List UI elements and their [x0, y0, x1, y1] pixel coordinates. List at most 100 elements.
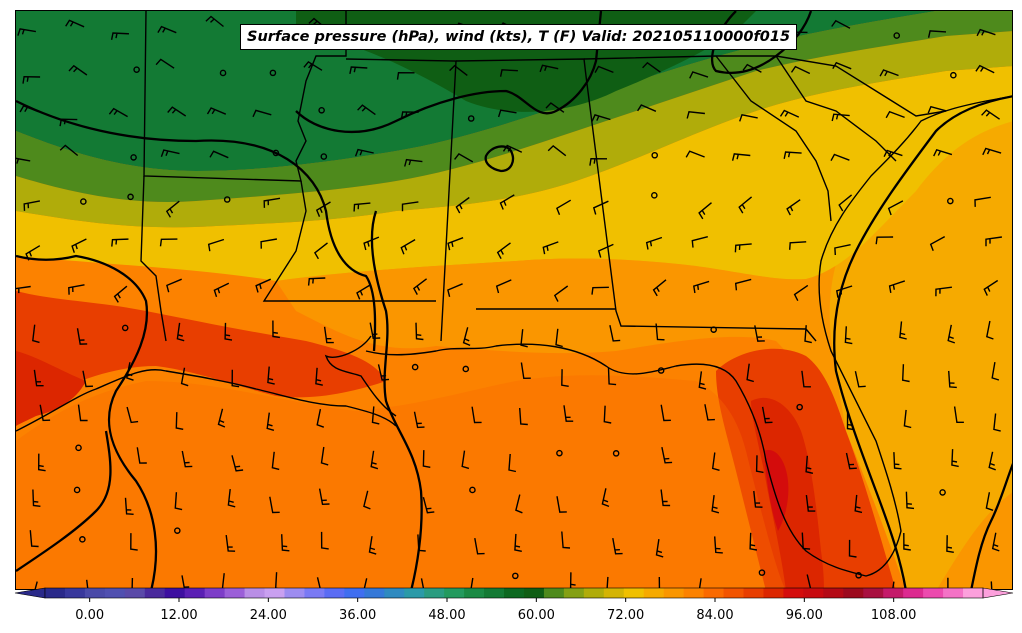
wind-barb — [363, 490, 371, 510]
wind-barb — [401, 201, 419, 212]
calm-wind-marker — [174, 527, 181, 534]
colorbar-cell — [224, 588, 246, 598]
wind-barb — [65, 19, 85, 28]
wind-barb — [396, 71, 415, 80]
wind-barb — [318, 488, 330, 506]
wind-barb — [176, 322, 185, 342]
wind-barb — [474, 537, 485, 555]
wind-barb — [471, 406, 482, 424]
temp-band-yellow — [16, 66, 1012, 281]
wind-barb — [231, 455, 244, 472]
wind-barb — [704, 404, 715, 421]
wind-barb — [991, 361, 1000, 381]
calm-wind-marker — [469, 486, 476, 494]
isobars — [16, 11, 1012, 589]
wind-barb — [206, 107, 227, 115]
calm-wind-marker — [950, 71, 957, 79]
calm-wind-marker — [939, 489, 946, 496]
wind-barb — [159, 238, 178, 247]
calm-wind-marker — [512, 572, 519, 580]
wind-barb — [323, 326, 334, 344]
colorbar-tick-label: 84.00 — [696, 608, 733, 623]
temp-band-green — [16, 11, 1012, 202]
colorbar-cell — [364, 588, 385, 598]
wind-barb — [652, 279, 667, 297]
wind-barb — [933, 148, 953, 157]
wind-barb — [225, 535, 236, 552]
calm-wind-marker — [411, 363, 419, 371]
wind-barb — [844, 326, 853, 345]
wind-barb — [642, 61, 661, 73]
wind-barb — [786, 199, 801, 216]
calm-wind-marker — [651, 151, 659, 159]
wind-barb — [903, 409, 912, 429]
wind-barb — [252, 109, 272, 118]
wind-barb — [698, 371, 707, 390]
calm-wind-marker — [223, 196, 231, 203]
wind-barb — [539, 64, 559, 73]
colorbar-cell — [64, 588, 86, 598]
wind-barb — [166, 278, 182, 293]
colorbar-tick-label: 72.00 — [607, 608, 644, 623]
wind-barb — [597, 243, 614, 258]
wind-barb — [801, 370, 811, 388]
wind-barb — [976, 28, 996, 37]
colorbar-max-extend — [982, 587, 1014, 599]
wind-barb — [742, 63, 762, 73]
wind-barb — [953, 406, 964, 423]
colorbar-cell — [124, 588, 146, 598]
calm-wind-marker — [710, 326, 717, 333]
colorbar-tick-label: 96.00 — [786, 608, 823, 623]
wind-barb — [929, 235, 946, 252]
wind-barb — [556, 496, 567, 513]
wind-barb — [272, 320, 280, 339]
wind-barb — [993, 413, 1001, 432]
colorbar-cell — [184, 588, 206, 598]
wind-barb — [315, 367, 323, 386]
wind-barb — [981, 109, 1000, 120]
calm-wind-marker — [318, 106, 325, 114]
colorbar-outline — [44, 587, 984, 599]
wind-barb — [221, 573, 225, 589]
calm-wind-marker — [272, 149, 280, 157]
wind-barb — [415, 322, 424, 341]
calm-wind-marker — [893, 32, 901, 39]
wind-barb — [39, 404, 51, 422]
wind-barb — [612, 537, 623, 555]
wind-barb — [592, 200, 609, 215]
wind-barb — [59, 118, 78, 127]
wind-barb — [951, 449, 959, 468]
colorbar-cell — [424, 588, 445, 598]
calm-wind-marker — [758, 569, 766, 576]
wind-barb — [33, 369, 44, 387]
wind-barb — [698, 202, 712, 220]
wind-barb — [508, 453, 517, 473]
wind-barb — [76, 328, 88, 345]
wind-barb — [269, 496, 280, 514]
colorbar-cell — [943, 588, 964, 598]
colorbar-cell — [84, 588, 106, 598]
temp-band-red-louisiana — [16, 351, 86, 426]
colorbar-cell — [823, 588, 844, 598]
colorbar-min-extend — [14, 587, 46, 599]
wind-barb — [37, 453, 46, 472]
wind-barb — [556, 199, 572, 216]
calm-wind-marker — [127, 193, 134, 201]
wind-barb — [82, 370, 94, 388]
colorbar-ticks: 0.00 12.00 24.00 36.00 48.00 60.00 72.00 84.00 9… — [75, 598, 916, 623]
wind-barb — [108, 107, 128, 118]
wind-barb — [838, 194, 853, 212]
colorbar-tick-label: 24.00 — [250, 608, 287, 623]
wind-barb — [22, 75, 41, 84]
wind-barb — [455, 196, 470, 214]
colorbar-cell — [903, 588, 924, 598]
wind-barb — [32, 324, 40, 344]
wind-barb — [231, 369, 240, 388]
wind-barb — [935, 286, 952, 297]
wind-barb — [661, 446, 673, 464]
wind-barb — [790, 65, 811, 75]
colorbar-cell — [264, 588, 285, 598]
wind-barb — [17, 28, 37, 36]
wind-barb — [947, 577, 949, 589]
wind-barb — [905, 491, 915, 510]
